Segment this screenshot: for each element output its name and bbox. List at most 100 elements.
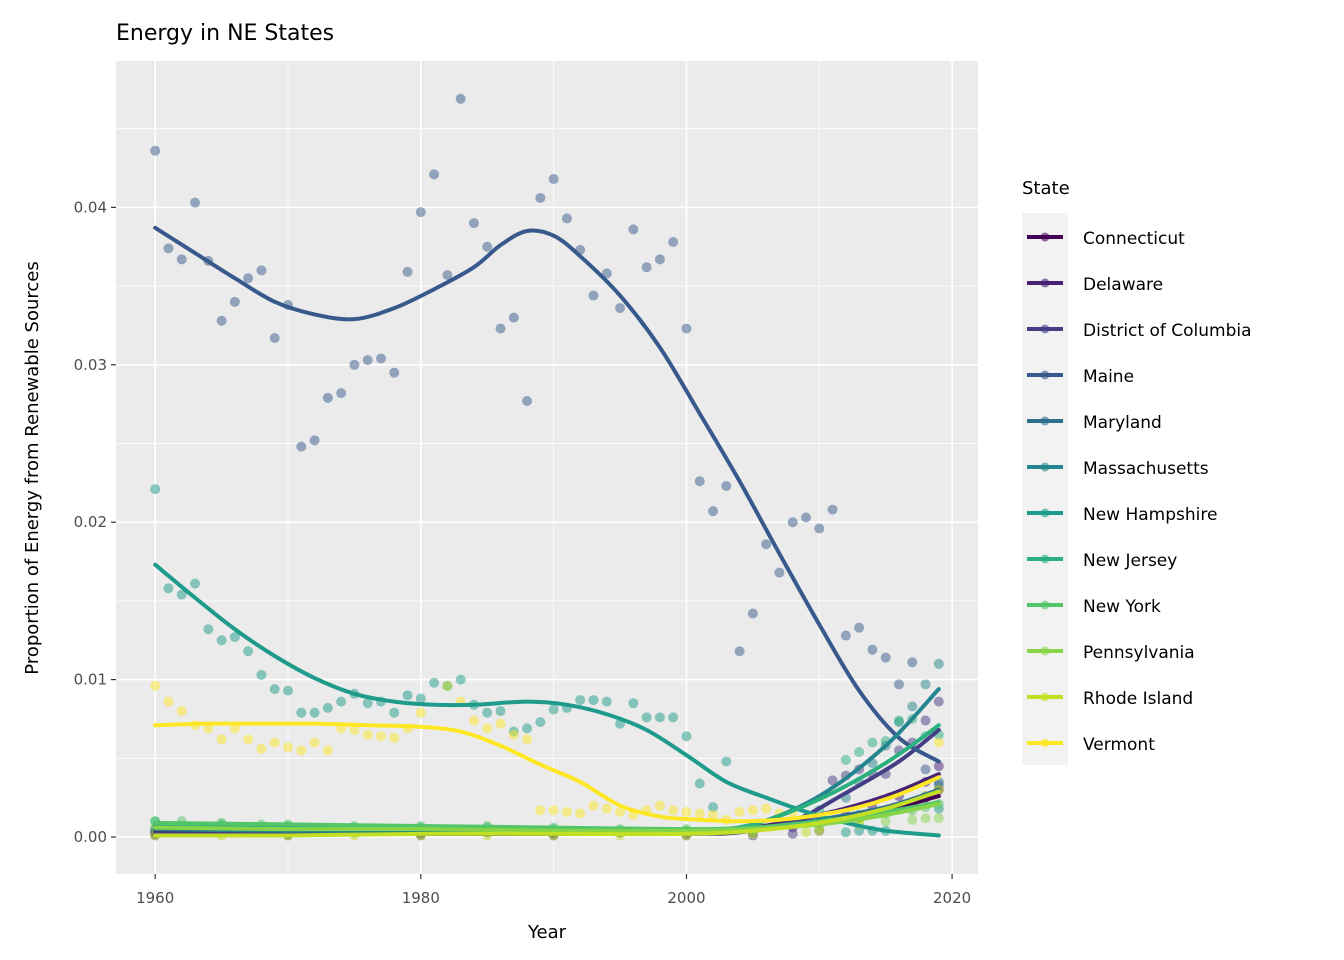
legend: State Connecticut Delaware District of Col… — [1022, 178, 1252, 765]
data-point — [761, 803, 772, 814]
y-tick-label: 0.01 — [74, 671, 107, 689]
data-point — [429, 169, 440, 180]
data-point — [694, 476, 705, 487]
legend-label: Maryland — [1083, 413, 1162, 433]
legend-label: Connecticut — [1083, 229, 1185, 249]
data-point — [442, 270, 453, 281]
data-point — [269, 333, 280, 344]
data-point — [362, 729, 373, 740]
legend-label: Delaware — [1083, 275, 1163, 295]
data-point — [495, 323, 506, 334]
data-point — [535, 805, 546, 816]
y-axis-label: Proportion of Energy from Renewable Sour… — [22, 261, 43, 674]
data-point — [283, 685, 294, 696]
y-tick-label: 0.00 — [74, 828, 107, 846]
trend-line — [153, 789, 941, 838]
data-point — [721, 480, 732, 491]
legend-key-point — [1040, 324, 1050, 334]
data-point — [681, 731, 692, 742]
data-point — [641, 712, 652, 723]
data-point — [588, 800, 599, 811]
data-point — [867, 737, 878, 748]
y-tick-label: 0.04 — [74, 198, 107, 216]
minor-grid — [116, 61, 978, 874]
x-axis-label: Year — [527, 922, 567, 943]
data-point — [190, 578, 201, 589]
legend-key-point — [1040, 232, 1050, 242]
data-point — [787, 517, 798, 528]
data-point — [495, 706, 506, 717]
data-point — [535, 192, 546, 203]
data-point — [322, 745, 333, 756]
data-point — [508, 312, 519, 323]
data-point — [349, 359, 360, 370]
data-point — [190, 197, 201, 208]
data-point — [641, 262, 652, 273]
data-point — [681, 323, 692, 334]
data-point — [681, 806, 692, 817]
legend-label: District of Columbia — [1083, 321, 1252, 341]
data-point — [482, 707, 493, 718]
data-point — [747, 805, 758, 816]
data-point — [402, 266, 413, 277]
data-point — [588, 290, 599, 301]
trend-lines — [153, 225, 941, 838]
data-point — [309, 435, 320, 446]
data-point — [747, 608, 758, 619]
data-point — [429, 677, 440, 688]
data-point — [708, 802, 719, 813]
data-point — [601, 268, 612, 279]
data-point — [216, 635, 227, 646]
data-point — [734, 806, 745, 817]
axes: 1960 1980 2000 2020 0.00 0.01 0.02 0.03 0.04 — [74, 198, 972, 907]
data-point — [800, 512, 811, 523]
data-point — [256, 669, 267, 680]
data-point — [229, 632, 240, 643]
x-tick-label: 2020 — [933, 889, 971, 907]
legend-label: New Jersey — [1083, 551, 1177, 571]
data-point — [229, 723, 240, 734]
data-point — [880, 652, 891, 663]
data-point — [256, 265, 267, 276]
trend-line — [153, 801, 941, 833]
data-point — [402, 690, 413, 701]
legend-key-point — [1040, 278, 1050, 288]
data-point — [615, 303, 626, 314]
data-point — [907, 701, 918, 712]
data-point — [933, 658, 944, 669]
data-point — [628, 698, 639, 709]
legend-label: Maine — [1083, 367, 1134, 387]
data-point — [389, 732, 400, 743]
legend-label: Vermont — [1083, 735, 1155, 755]
data-point — [548, 805, 559, 816]
data-point — [269, 684, 280, 695]
data-point — [920, 764, 931, 775]
plot-panel — [116, 61, 978, 874]
data-point — [203, 624, 214, 635]
data-point — [495, 718, 506, 729]
data-point — [296, 441, 307, 452]
data-point — [468, 218, 479, 229]
data-point — [840, 754, 851, 765]
data-point — [694, 808, 705, 819]
legend-label: New Hampshire — [1083, 505, 1217, 525]
data-point — [349, 724, 360, 735]
data-point — [708, 809, 719, 820]
data-point — [322, 702, 333, 713]
data-point — [668, 237, 679, 248]
data-point — [893, 679, 904, 690]
data-point — [774, 567, 785, 578]
trend-line — [153, 721, 941, 824]
legend-key-point — [1040, 508, 1050, 518]
data-point — [827, 504, 838, 515]
data-point — [668, 712, 679, 723]
data-point — [654, 712, 665, 723]
legend-key-point — [1040, 462, 1050, 472]
data-point — [216, 734, 227, 745]
data-point — [296, 707, 307, 718]
data-point — [362, 355, 373, 366]
trend-line — [153, 225, 941, 764]
chart-title: Energy in NE States — [116, 21, 334, 46]
x-tick-label: 1980 — [402, 889, 440, 907]
